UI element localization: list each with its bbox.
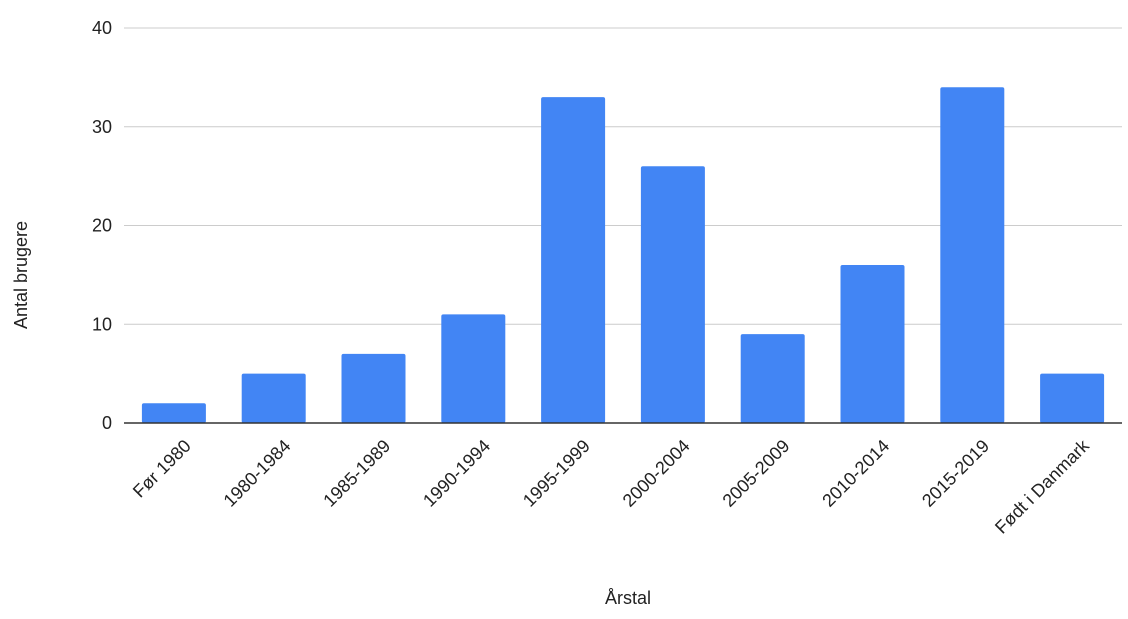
x-axis-title: Årstal (605, 588, 651, 608)
bar (241, 373, 306, 423)
bar (640, 166, 705, 423)
bar (441, 314, 506, 423)
x-tick-label: 1995-1999 (519, 436, 594, 511)
y-tick-label: 40 (92, 18, 112, 38)
x-tick-label: 1990-1994 (419, 436, 494, 511)
x-tick-label: 2010-2014 (818, 436, 893, 511)
x-tick-label: Født i Danmark (991, 435, 1094, 538)
bar (740, 334, 805, 423)
x-tick-label: 1980-1984 (220, 436, 295, 511)
y-tick-labels: 0 10 20 30 40 (92, 18, 112, 433)
bar (940, 87, 1005, 423)
x-tick-label: Før 1980 (129, 436, 195, 502)
y-tick-label: 30 (92, 117, 112, 137)
x-tick-labels: Før 1980 1980-1984 1985-1989 1990-1994 1995-… (129, 435, 1094, 538)
bar (541, 97, 606, 423)
x-tick-label: 1985-1989 (319, 436, 394, 511)
y-axis-title: Antal brugere (11, 221, 31, 329)
y-tick-label: 10 (92, 314, 112, 334)
bar (1040, 373, 1105, 423)
x-tick-label: 2005-2009 (719, 436, 794, 511)
bars (141, 87, 1105, 423)
y-tick-label: 0 (102, 413, 112, 433)
bar (341, 353, 406, 423)
bar (141, 403, 206, 423)
bar (840, 265, 905, 423)
y-tick-label: 20 (92, 216, 112, 236)
x-tick-label: 2000-2004 (619, 436, 694, 511)
x-tick-label: 2015-2019 (918, 436, 993, 511)
